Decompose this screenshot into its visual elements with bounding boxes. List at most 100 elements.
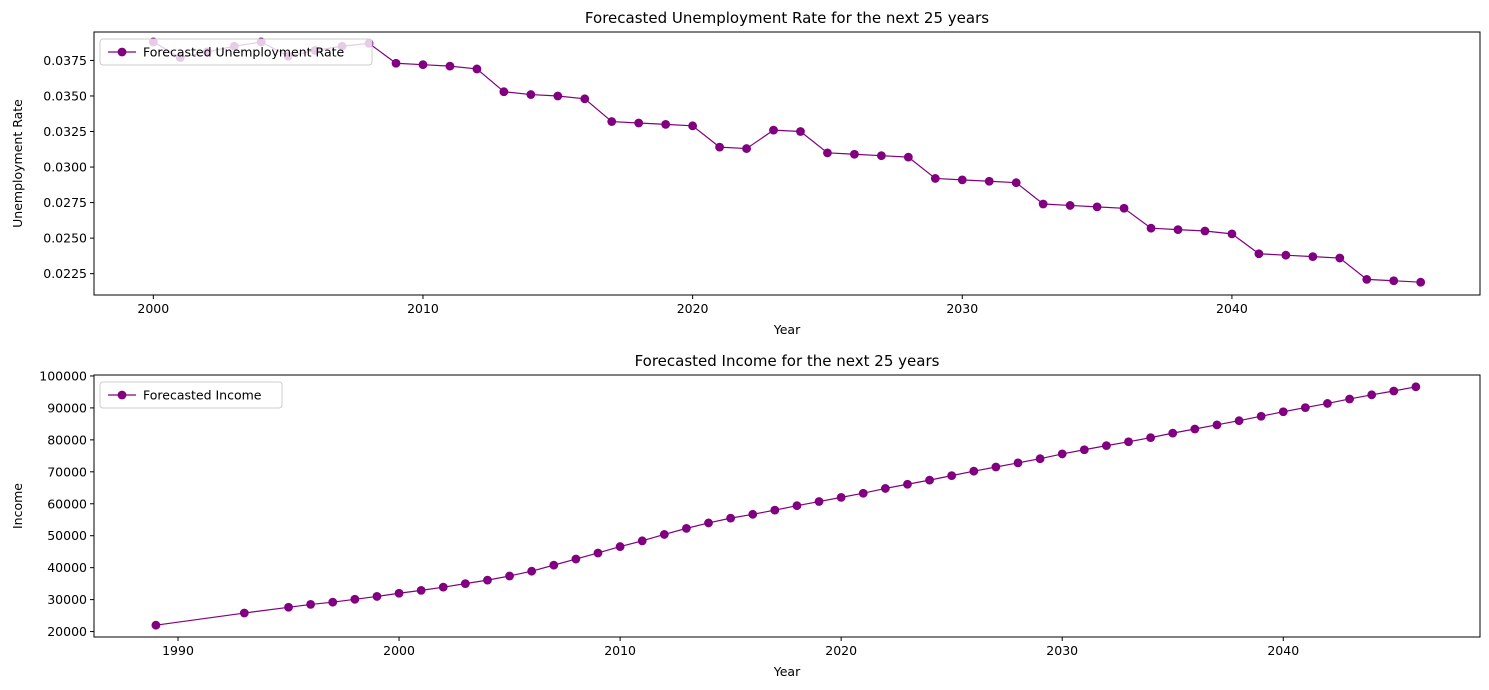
chart-2: Forecasted Income for the next 25 years 1… [10,352,1481,679]
data-point [580,94,590,104]
data-point [394,588,404,598]
x-tick-label: 2000 [383,643,415,658]
data-point [527,566,537,576]
chart-title: Forecasted Unemployment Rate for the nex… [585,9,989,27]
data-point [1227,229,1237,239]
legend-box [99,381,283,409]
axes-frame [93,374,1481,638]
y-tick-label: 60000 [47,496,87,511]
data-point [1190,424,1200,434]
legend: Forecasted Unemployment Rate [99,38,373,66]
data-point [391,58,401,68]
y-tick-label: 0.0300 [43,160,87,175]
data-point [549,560,559,570]
data-point [1254,249,1264,259]
data-point [903,152,913,162]
data-point [483,575,492,585]
x-tick-label: 2000 [137,301,169,316]
data-point [328,597,338,607]
data-point [1173,225,1183,235]
data-point [1011,178,1021,188]
data-point [1367,390,1377,400]
data-point [505,571,514,581]
data-point [1092,202,1102,212]
data-point [903,479,912,489]
data-point [1146,223,1156,233]
x-tick-label: 2030 [1046,643,1078,658]
y-tick-label: 0.0225 [43,266,87,281]
legend-marker [117,47,127,57]
data-point [1278,407,1288,417]
data-point [823,148,832,158]
data-point [526,90,536,99]
data-point [682,523,691,533]
data-point [796,127,805,136]
data-point [350,594,360,604]
chart-title: Forecasted Income for the next 25 years [635,352,940,370]
data-point [661,120,671,129]
data-point [1119,203,1129,213]
data-point [769,125,778,135]
data-point [306,600,316,609]
y-tick-label: 90000 [47,400,87,415]
y-tick-label: 100000 [39,368,87,383]
y-tick-label: 40000 [47,560,87,575]
x-tick-label: 2040 [1216,301,1248,316]
x-tick-label: 2030 [946,301,978,316]
data-point [836,492,846,502]
x-axis-label: Year [773,322,801,337]
legend-marker [117,390,127,400]
data-point [239,608,249,618]
data-point [969,466,979,476]
data-point [1308,252,1318,262]
y-tick-label: 0.0350 [43,88,87,103]
data-point [858,488,868,498]
y-tick-label: 30000 [47,592,87,607]
y-tick-label: 0.0275 [43,195,87,210]
y-tick-label: 20000 [47,624,87,639]
data-point [1411,382,1421,392]
data-point [715,142,724,152]
data-point [593,548,603,558]
data-point [284,602,293,612]
data-point [472,64,482,74]
y-axis-label: Income [10,483,25,529]
y-tick-label: 50000 [47,528,87,543]
data-point [850,149,859,159]
x-tick-label: 2020 [825,643,857,658]
data-point [704,518,713,528]
data-point [1256,411,1266,421]
data-point [1200,226,1210,236]
data-point [1102,441,1111,451]
data-point [1079,445,1089,455]
data-point [1389,276,1399,286]
y-tick-label: 80000 [47,432,87,447]
data-point [880,484,890,493]
data-point [1124,437,1133,447]
data-point [1389,386,1399,396]
data-point [1300,403,1310,412]
data-point [659,530,669,539]
data-point [770,505,780,515]
x-tick-label: 2040 [1267,643,1299,658]
x-tick-label: 2020 [677,301,709,316]
data-point [438,582,448,592]
data-point [416,585,426,595]
data-point [1038,199,1048,209]
data-point [1146,433,1156,443]
data-point [1057,449,1067,459]
data-point [445,61,455,71]
data-point [460,579,470,589]
data-point [876,151,886,161]
data-point [1335,253,1345,263]
data-point [726,513,736,523]
x-tick-label: 2010 [407,301,439,316]
legend-label: Forecasted Unemployment Rate [143,45,345,60]
data-point [1035,454,1045,464]
data-point [925,475,934,485]
data-point [1168,428,1178,438]
data-point [688,121,698,131]
data-point [814,497,824,506]
x-axis-label: Year [773,664,801,679]
data-point [615,542,625,551]
